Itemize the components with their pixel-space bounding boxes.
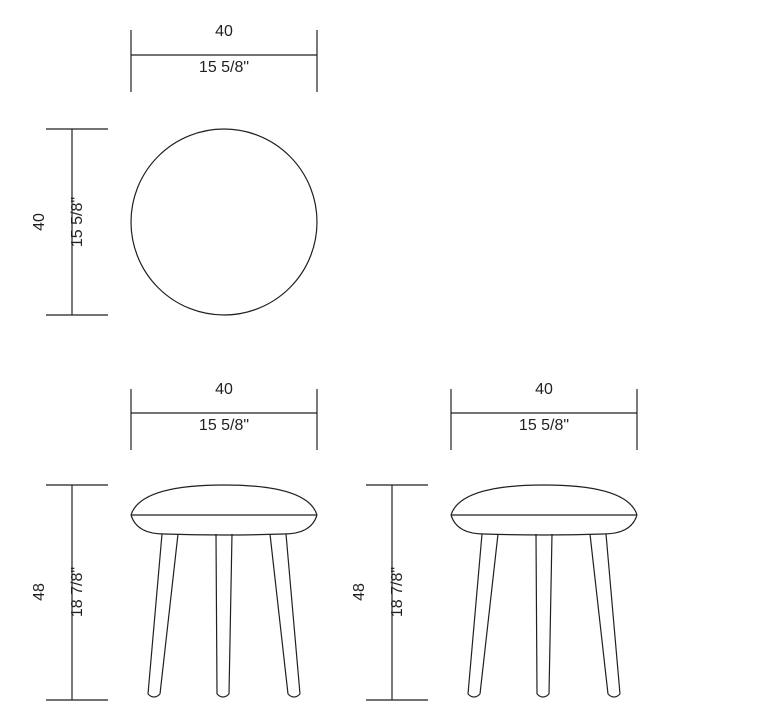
top-width-dim-cm: 40 — [215, 24, 233, 40]
front1-width-dim-inches: 15 5/8" — [519, 418, 569, 434]
front0-width-dim-inches: 15 5/8" — [199, 418, 249, 434]
seat-top-view-circle — [131, 129, 317, 315]
front1-width-dim-cm: 40 — [535, 382, 553, 398]
drawing-svg — [0, 0, 775, 725]
technical-drawing-canvas: 40 15 5/8" 40 15 5/8" 40 15 5/8" 48 18 7/8" 40 15… — [0, 0, 775, 725]
front0-height-dim-cm: 48 — [32, 583, 48, 601]
top-depth-dim-cm: 40 — [32, 213, 48, 231]
top-depth-dim-inches: 15 5/8" — [70, 197, 86, 247]
top-width-dim-inches: 15 5/8" — [199, 60, 249, 76]
front1-height-dim-inches: 18 7/8" — [390, 567, 406, 617]
front1-height-dim-cm: 48 — [352, 583, 368, 601]
front0-height-dim-inches: 18 7/8" — [70, 567, 86, 617]
front0-width-dim-cm: 40 — [215, 382, 233, 398]
